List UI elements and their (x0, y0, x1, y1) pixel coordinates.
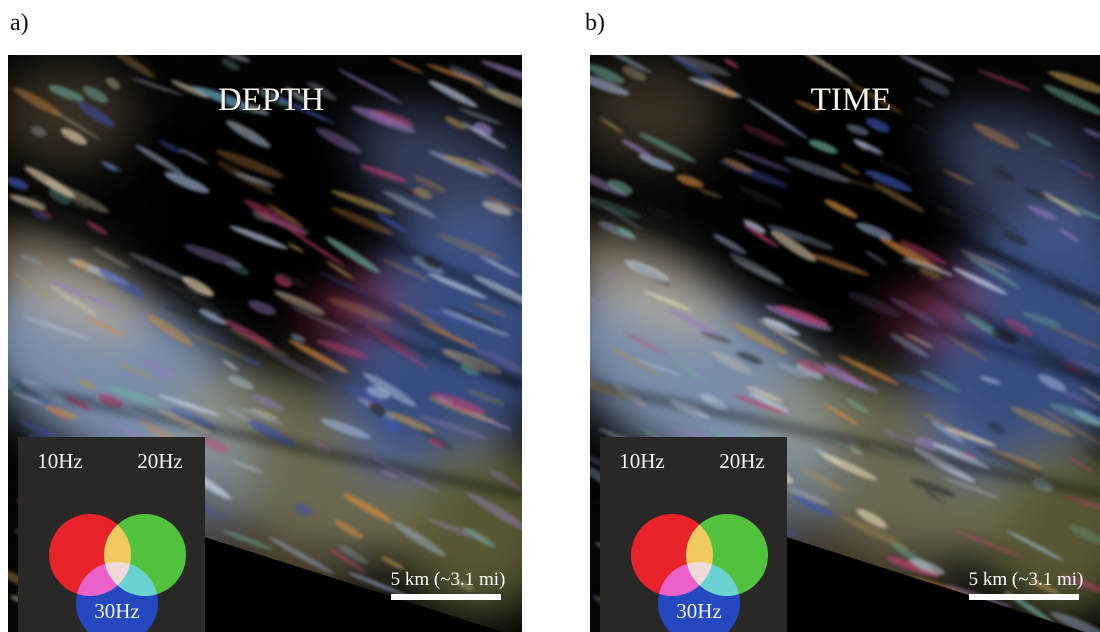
legend-label: 20Hz (137, 449, 183, 473)
color-zone (0, 65, 138, 165)
legend-label: 10Hz (37, 449, 83, 473)
panel-title: DEPTH (218, 82, 324, 118)
legend-label: 30Hz (94, 599, 140, 623)
scale-bar (391, 594, 501, 600)
page: a) DEPTH 10Hz 20Hz 30Hz 5 km (~3.1 mi) b) TIME 1… (0, 0, 1100, 632)
legend-label: 10Hz (619, 449, 665, 473)
seismic-panel: DEPTH 10Hz 20Hz 30Hz 5 km (~3.1 mi) (0, 45, 602, 632)
scale-label: 5 km (~3.1 mi) (969, 569, 1084, 590)
scale-label: 5 km (~3.1 mi) (391, 569, 506, 590)
seismic-panel: TIME 10Hz 20Hz 30Hz 5 km (~3.1 mi) (528, 36, 1100, 632)
panel-label: b) (585, 10, 605, 36)
rgb-legend: 10Hz 20Hz 30Hz (600, 437, 787, 632)
legend-label: 30Hz (676, 599, 722, 623)
scale-bar (969, 594, 1079, 600)
panel-title: TIME (811, 82, 892, 118)
figure: a) DEPTH 10Hz 20Hz 30Hz 5 km (~3.1 mi) b) TIME 1… (0, 0, 1100, 632)
panel-label: a) (10, 10, 29, 36)
legend-label: 20Hz (719, 449, 765, 473)
rgb-legend: 10Hz 20Hz 30Hz (18, 437, 205, 632)
